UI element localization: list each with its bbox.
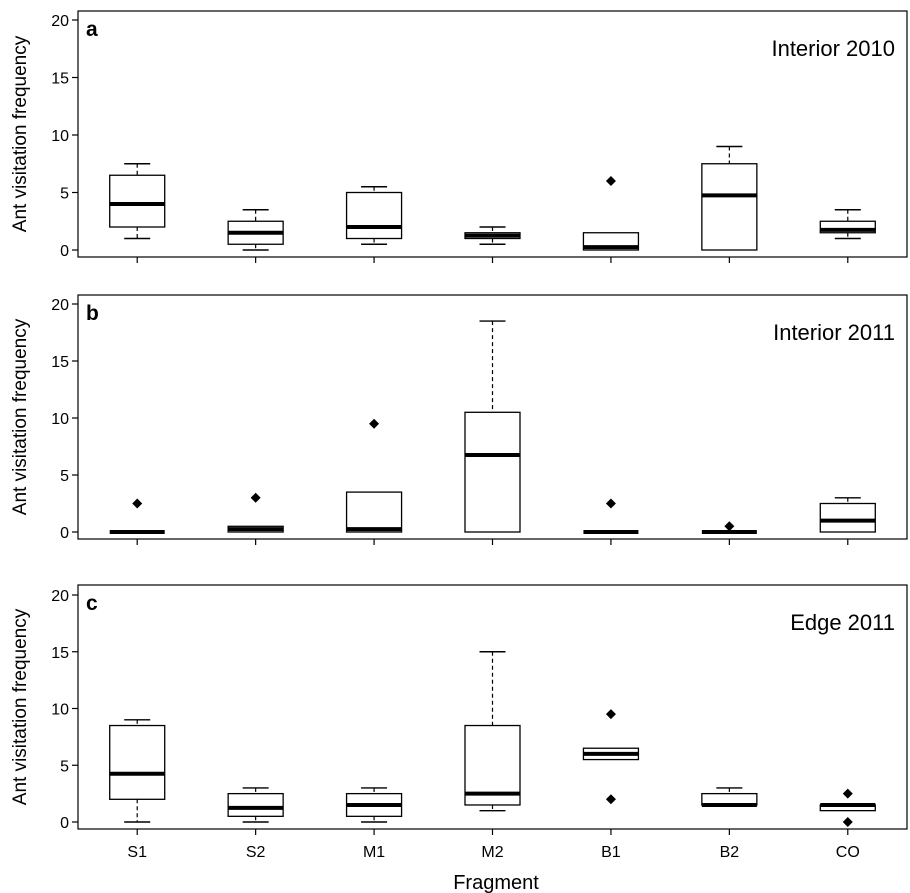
box-s2 [227,209,284,251]
box-s2 [227,787,284,823]
panel-c: 0 5 10 15 20 Ant visitation frequency c Edge 20… [10,584,908,861]
y-axis-label: Ant visitation frequency [10,318,31,515]
y-tick-label: 10 [51,411,69,428]
box-s2 [227,492,284,533]
panel-letter: a [86,18,98,41]
y-tick-label: 15 [51,354,69,371]
box-iqr [345,491,403,533]
box-iqr [109,724,166,800]
y-tick-label: 15 [51,645,69,662]
outlier-point [724,521,735,532]
y-axis-label: Ant visitation frequency [10,608,31,805]
x-tick-label-b1: B1 [601,844,621,861]
box-b2 [701,145,758,251]
box-b1 [582,176,640,251]
figure-xlabel: Fragment [453,872,539,893]
y-tick-label: 0 [60,815,69,832]
box-iqr [819,220,876,234]
panel-letter: b [86,302,99,325]
y-tick-label: 20 [51,297,69,314]
x-tick-label-b2: B2 [720,844,740,861]
box-m1 [345,418,403,533]
box-m1 [345,787,403,823]
outlier-point [842,817,853,827]
y-tick-label: 5 [60,468,69,485]
outlier-point [250,492,261,503]
box-iqr [464,411,521,533]
y-tick-label: 0 [60,525,69,542]
box-iqr [109,174,166,228]
box-b1 [583,498,639,534]
y-axis-label: Ant visitation frequency [10,35,31,232]
y-tick-label: 5 [60,186,69,203]
x-tick-label-m2: M2 [481,844,503,861]
outlier-point [369,418,380,429]
x-tick-label-s2: S2 [246,844,266,861]
box-m2 [464,320,521,533]
panel-letter: c [86,592,98,615]
box-b2 [701,521,757,534]
x-tick-label-m1: M1 [363,844,385,861]
x-tick-label-co: CO [836,844,860,861]
y-tick-label: 10 [51,702,69,719]
outlier-point [605,498,616,509]
outlier-point [132,498,143,509]
box-m2 [464,651,521,812]
box-iqr [227,792,284,817]
box-m2 [464,226,521,245]
y-tick-label: 20 [51,13,69,30]
box-s1 [109,719,166,823]
box-iqr [819,502,876,533]
outlier-point [842,788,853,799]
panels: 0 5 10 15 20 Ant visitation frequency a Interio… [10,10,908,861]
y-tick-label: 5 [60,758,69,775]
y-tick-label: 0 [60,243,69,260]
box-b2 [701,787,758,807]
box-co [819,788,876,827]
outlier-point [605,709,616,720]
box-iqr [701,163,758,251]
outlier-point [605,176,616,186]
box-iqr [345,191,403,240]
x-tick-label-s1: S1 [127,844,147,861]
panel-title: Interior 2011 [773,320,895,345]
y-tick-label: 10 [51,128,69,145]
box-co [819,497,876,533]
y-tick-label: 15 [51,71,69,88]
box-s1 [109,498,165,534]
y-tick-label: 20 [51,588,69,605]
box-m1 [345,186,403,245]
outlier-point [605,794,616,805]
panel-title: Edge 2011 [790,610,895,635]
box-b1 [582,709,640,805]
panel-b: 0 5 10 15 20 Ant visitation frequency b Interio… [10,294,908,545]
panel-title: Interior 2010 [771,36,895,61]
box-co [819,209,876,240]
panel-a: 0 5 10 15 20 Ant visitation frequency a Interio… [10,10,908,263]
box-s1 [109,163,166,240]
